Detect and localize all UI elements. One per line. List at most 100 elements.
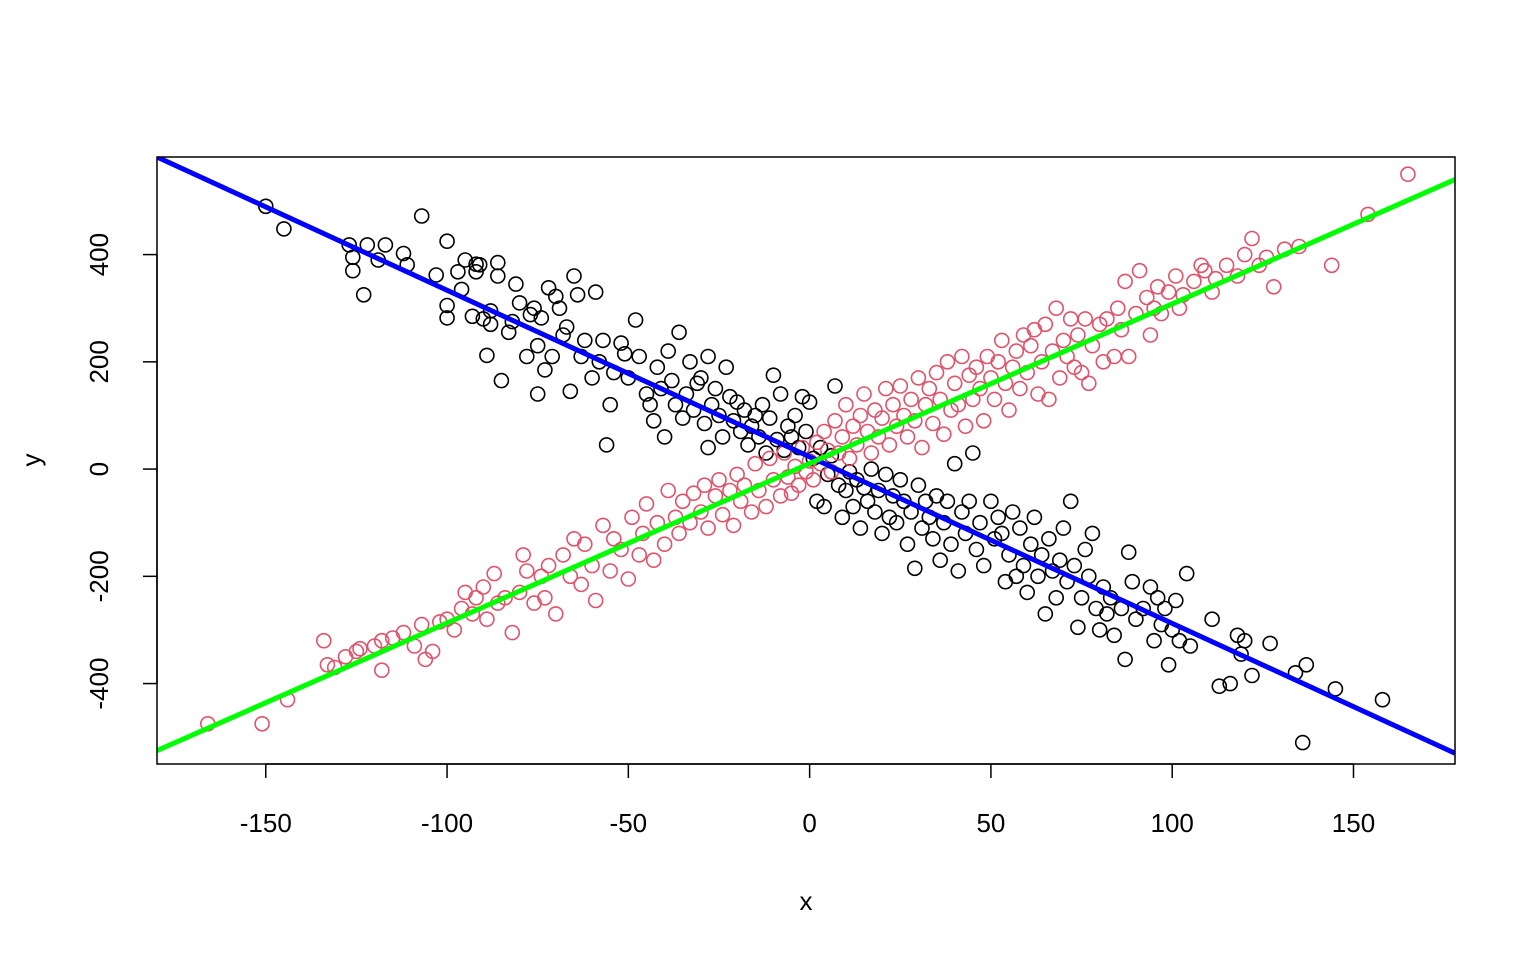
data-point-series-1 [1008, 568, 1025, 585]
data-point-series-2 [1131, 262, 1148, 279]
data-point-series-2 [841, 450, 858, 467]
data-point-series-2 [809, 434, 825, 451]
data-point-series-2 [624, 509, 640, 526]
data-point-series-2 [1160, 284, 1177, 300]
data-point-series-1 [355, 286, 372, 303]
x-axis: -150 -100 -50 0 50 100 150 [240, 763, 1375, 838]
data-point-series-2 [1168, 268, 1184, 284]
data-point-series-1 [859, 493, 876, 510]
data-point-series-2 [1023, 337, 1039, 354]
data-point-series-1 [569, 286, 586, 303]
data-point-series-1 [1091, 622, 1108, 638]
x-tick-label: 150 [1332, 808, 1375, 838]
data-point-series-1 [1211, 678, 1228, 695]
data-point-series-1 [925, 530, 941, 547]
data-point-series-1 [740, 437, 756, 453]
y-axis-title: y [16, 454, 46, 467]
data-point-series-2 [515, 547, 532, 563]
data-point-series-1 [1128, 611, 1144, 628]
data-point-series-1 [1030, 568, 1046, 585]
data-point-series-2 [957, 418, 974, 435]
data-point-series-1 [631, 348, 648, 365]
data-point-series-1 [827, 378, 843, 394]
data-point-series-2 [961, 367, 978, 384]
data-point-series-2 [674, 493, 691, 510]
data-point-series-1 [1168, 592, 1184, 609]
data-point-series-1 [700, 439, 716, 456]
data-point-series-1 [928, 488, 945, 504]
data-point-series-2 [1142, 327, 1159, 343]
data-point-series-1 [1117, 651, 1133, 668]
data-point-series-1 [562, 383, 579, 400]
data-point-series-2 [990, 353, 1007, 370]
data-point-series-1 [439, 233, 455, 249]
data-point-series-1 [457, 252, 474, 268]
data-point-series-2 [656, 536, 673, 553]
y-tick-label: -200 [84, 550, 114, 602]
data-point-series-1 [395, 245, 412, 262]
data-point-series-1 [863, 461, 880, 477]
data-point-series-1 [761, 410, 778, 426]
y-tick-label: -400 [84, 658, 114, 710]
data-point-series-1 [671, 324, 687, 341]
data-point-series-2 [595, 517, 611, 534]
data-point-series-1 [1037, 606, 1054, 622]
data-point-series-1 [1182, 638, 1199, 654]
data-point-series-2 [1026, 321, 1043, 338]
data-point-series-1 [1099, 606, 1115, 622]
data-point-series-1 [602, 396, 619, 413]
data-point-series-1 [939, 493, 956, 510]
data-point-series-2 [352, 640, 368, 657]
data-point-series-2 [903, 391, 919, 408]
data-point-series-2 [725, 517, 742, 534]
data-point-series-2 [1117, 273, 1133, 290]
data-point-series-2 [761, 450, 778, 467]
data-point-series-2 [319, 656, 336, 673]
data-point-series-1 [943, 536, 959, 553]
data-point-series-2 [899, 429, 916, 445]
data-point-series-2 [747, 455, 764, 472]
data-point-series-1 [428, 267, 445, 283]
data-point-series-1 [1157, 600, 1173, 617]
data-point-series-1 [990, 509, 1007, 526]
data-point-series-1 [413, 208, 430, 224]
data-point-series-2 [1110, 300, 1126, 317]
data-point-series-1 [1236, 632, 1253, 649]
data-point-series-1 [975, 557, 992, 574]
data-point-series-1 [972, 514, 988, 531]
x-tick-label: -50 [610, 808, 648, 838]
data-point-series-2 [638, 496, 655, 512]
data-point-series-1 [983, 493, 999, 510]
data-point-series-1 [377, 237, 394, 253]
data-point-series-1 [696, 415, 713, 432]
data-point-series-1 [544, 348, 561, 365]
data-point-series-1 [489, 268, 506, 284]
data-point-series-1 [838, 482, 854, 499]
x-tick-label: -150 [240, 808, 292, 838]
data-point-series-1 [493, 372, 510, 389]
data-point-series-2 [935, 426, 952, 443]
data-point-series-1 [954, 504, 970, 520]
data-point-series-1 [540, 279, 557, 296]
data-point-series-2 [939, 353, 956, 370]
data-point-series-2 [874, 410, 890, 426]
data-point-series-2 [1070, 327, 1086, 343]
data-point-series-1 [950, 563, 967, 579]
data-point-series-2 [337, 648, 354, 665]
data-point-series-1 [867, 504, 883, 520]
data-point-series-1 [511, 295, 528, 311]
data-point-series-2 [914, 439, 930, 456]
data-point-series-1 [1023, 536, 1039, 553]
data-point-series-2 [1120, 348, 1137, 365]
y-tick-label: 200 [84, 340, 114, 383]
data-point-series-1 [1073, 589, 1090, 606]
data-point-series-1 [1048, 589, 1064, 606]
data-point-series-1 [529, 337, 546, 354]
data-point-series-2 [373, 632, 390, 649]
data-point-series-1 [1160, 656, 1177, 673]
data-point-series-1 [852, 520, 869, 536]
data-point-series-2 [986, 391, 1003, 408]
data-point-series-1 [613, 335, 629, 351]
data-point-series-1 [1146, 632, 1162, 649]
data-point-series-2 [504, 624, 521, 641]
